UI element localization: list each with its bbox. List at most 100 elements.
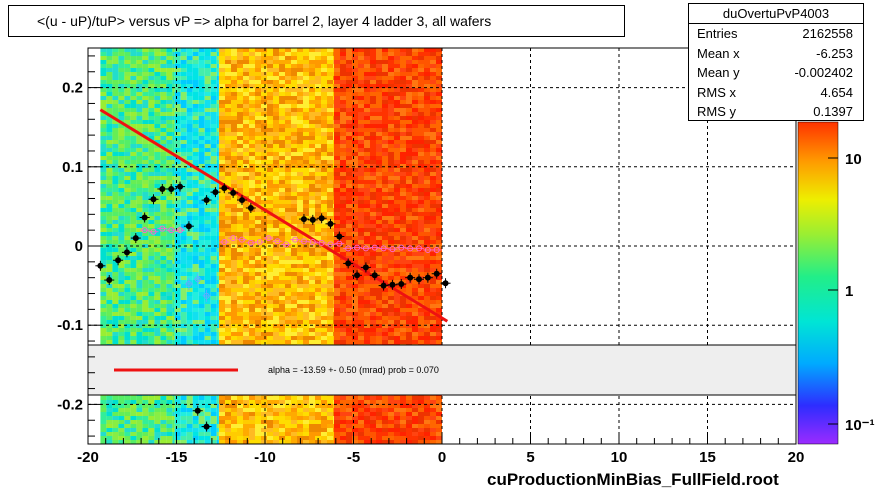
- heatmap-cell: [154, 48, 161, 52]
- heatmap-cell: [112, 152, 119, 156]
- heatmap-cell: [255, 256, 261, 260]
- heatmap-cell: [100, 88, 107, 92]
- heatmap-cell: [261, 192, 267, 196]
- heatmap-cell: [370, 112, 376, 116]
- heatmap-cell: [364, 152, 370, 156]
- heatmap-cell: [130, 224, 137, 228]
- heatmap-cell: [210, 260, 217, 264]
- heatmap-cell: [376, 216, 382, 220]
- heatmap-cell: [267, 308, 273, 312]
- heatmap-cell: [136, 432, 143, 436]
- heatmap-cell: [358, 240, 364, 244]
- heatmap-cell: [261, 264, 267, 268]
- heatmap-cell: [219, 148, 225, 152]
- heatmap-cell: [198, 48, 205, 52]
- heatmap-cell: [198, 396, 205, 400]
- heatmap-cell: [166, 168, 173, 172]
- heatmap-cell: [237, 304, 243, 308]
- heatmap-cell: [394, 240, 400, 244]
- heatmap-cell: [219, 140, 225, 144]
- heatmap-cell: [160, 80, 167, 84]
- heatmap-cell: [388, 112, 394, 116]
- heatmap-cell: [204, 204, 211, 208]
- heatmap-cell: [273, 116, 279, 120]
- heatmap-cell: [382, 220, 388, 224]
- heatmap-cell: [297, 336, 303, 340]
- heatmap-cell: [370, 52, 376, 56]
- heatmap-cell: [333, 248, 335, 252]
- heatmap-cell: [160, 68, 167, 72]
- heatmap-cell: [174, 124, 181, 128]
- heatmap-cell: [172, 272, 175, 276]
- heatmap-cell: [148, 204, 155, 208]
- heatmap-cell: [204, 160, 211, 164]
- heatmap-cell: [210, 52, 217, 56]
- heatmap-cell: [192, 164, 199, 168]
- heatmap-cell: [285, 164, 291, 168]
- heatmap-cell: [340, 64, 346, 68]
- heatmap-cell: [406, 196, 412, 200]
- heatmap-cell: [279, 416, 285, 420]
- heatmap-cell: [382, 192, 388, 196]
- heatmap-cell: [160, 440, 167, 444]
- heatmap-cell: [154, 432, 161, 436]
- heatmap-cell: [333, 72, 335, 76]
- heatmap-cell: [364, 108, 370, 112]
- heatmap-cell: [321, 80, 327, 84]
- heatmap-cell: [388, 196, 394, 200]
- heatmap-cell: [370, 236, 376, 240]
- heatmap-cell: [285, 84, 291, 88]
- heatmap-cell: [174, 244, 181, 248]
- heatmap-cell: [118, 312, 125, 316]
- heatmap-cell: [418, 224, 424, 228]
- heatmap-cell: [303, 80, 309, 84]
- heatmap-cell: [430, 156, 436, 160]
- heatmap-cell: [124, 280, 131, 284]
- heatmap-cell: [376, 196, 382, 200]
- heatmap-cell: [267, 156, 273, 160]
- heatmap-cell: [243, 144, 249, 148]
- heatmap-cell: [358, 192, 364, 196]
- heatmap-cell: [267, 116, 273, 120]
- heatmap-cell: [112, 120, 119, 124]
- heatmap-cell: [333, 300, 335, 304]
- heatmap-cell: [210, 144, 217, 148]
- heatmap-cell: [376, 156, 382, 160]
- heatmap-cell: [267, 224, 273, 228]
- heatmap-cell: [192, 56, 199, 60]
- heatmap-cell: [333, 312, 335, 316]
- heatmap-cell: [142, 168, 149, 172]
- heatmap-cell: [180, 416, 187, 420]
- heatmap-cell: [273, 404, 279, 408]
- heatmap-cell: [106, 192, 113, 196]
- heatmap-cell: [154, 292, 161, 296]
- heatmap-cell: [219, 328, 225, 332]
- heatmap-cell: [106, 424, 113, 428]
- heatmap-cell: [219, 52, 225, 56]
- heatmap-cell: [291, 232, 297, 236]
- heatmap-cell: [124, 424, 131, 428]
- heatmap-cell: [315, 336, 321, 340]
- heatmap-cell: [267, 296, 273, 300]
- heatmap-cell: [192, 104, 199, 108]
- heatmap-cell: [210, 244, 217, 248]
- heatmap-cell: [333, 192, 335, 196]
- heatmap-cell: [106, 248, 113, 252]
- heatmap-cell: [394, 72, 400, 76]
- heatmap-cell: [340, 160, 346, 164]
- heatmap-cell: [124, 92, 131, 96]
- heatmap-cell: [400, 128, 406, 132]
- heatmap-cell: [261, 52, 267, 56]
- heatmap-cell: [166, 120, 173, 124]
- heatmap-cell: [340, 152, 346, 156]
- heatmap-cell: [142, 424, 149, 428]
- heatmap-cell: [273, 188, 279, 192]
- heatmap-cell: [186, 240, 193, 244]
- heatmap-cell: [160, 144, 167, 148]
- heatmap-cell: [204, 440, 211, 444]
- heatmap-cell: [142, 140, 149, 144]
- heatmap-cell: [321, 212, 327, 216]
- heatmap-cell: [255, 328, 261, 332]
- heatmap-cell: [255, 224, 261, 228]
- heatmap-cell: [219, 228, 225, 232]
